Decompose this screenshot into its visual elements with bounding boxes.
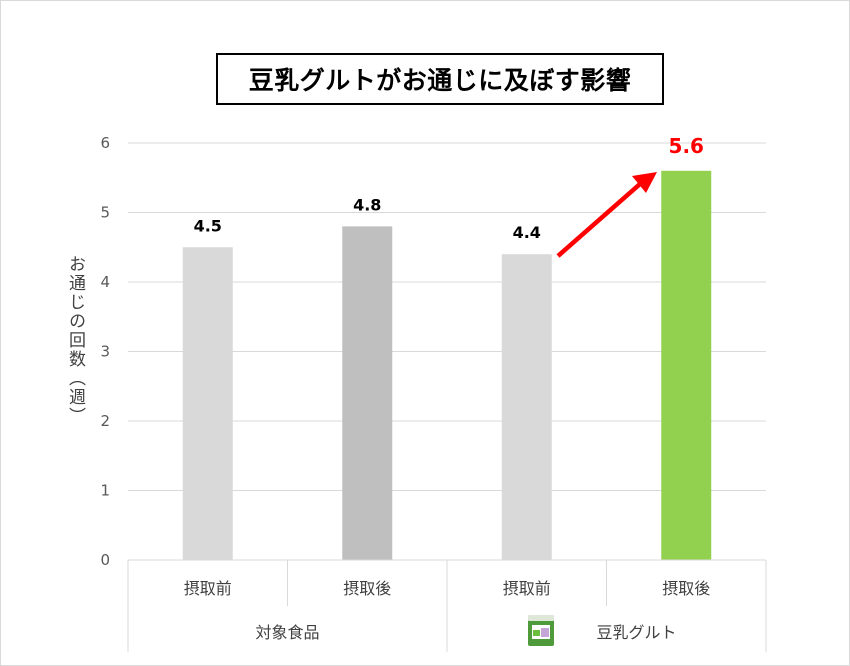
bars (182, 170, 712, 561)
soy-yogurt-product-icon (528, 615, 554, 646)
bar (182, 247, 233, 560)
bar (342, 226, 393, 560)
bar (501, 254, 552, 560)
y-tick-label: 4 (100, 273, 110, 291)
x-tick-label: 摂取前 (184, 579, 232, 598)
y-tick-label: 6 (100, 134, 110, 152)
data-labels: 4.5 4.8 4.4 5.6 (194, 134, 704, 242)
data-label: 4.5 (194, 216, 222, 235)
chart-title: 豆乳グルトがお通じに及ぼす影響 (248, 66, 632, 95)
data-label: 4.8 (353, 195, 381, 214)
increase-arrow (556, 172, 657, 258)
bar (661, 170, 712, 561)
y-tick-label: 1 (100, 482, 110, 500)
group-label: 対象食品 (255, 623, 319, 642)
y-tick-label: 2 (100, 412, 110, 430)
group-label: 豆乳グルト (596, 623, 676, 642)
y-tick-label: 3 (100, 343, 110, 361)
data-label: 5.6 (669, 134, 704, 158)
x-tick-label: 摂取後 (662, 579, 710, 598)
gridlines: 0 1 2 3 4 5 6 (100, 134, 766, 569)
chart-title-box: 豆乳グルトがお通じに及ぼす影響 (216, 53, 664, 105)
x-tick-label: 摂取後 (343, 579, 391, 598)
y-axis-label: お通じの回数（週） (65, 255, 85, 426)
data-label: 4.4 (513, 223, 541, 242)
x-tick-label: 摂取前 (503, 579, 551, 598)
y-tick-label: 5 (100, 204, 110, 222)
y-tick-label: 0 (100, 551, 110, 569)
